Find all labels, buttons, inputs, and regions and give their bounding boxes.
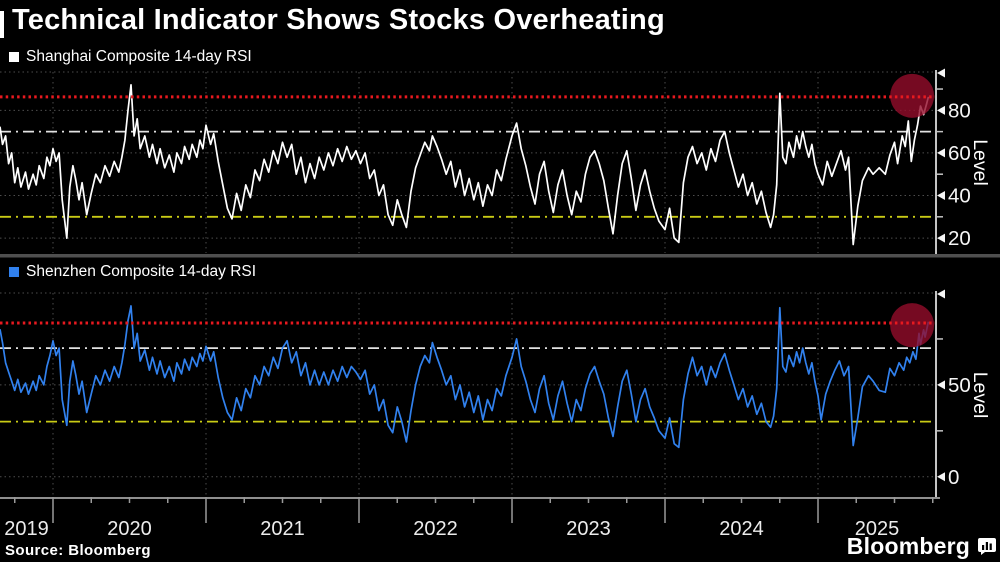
page-title: Technical Indicator Shows Stocks Overhea… [12, 4, 665, 36]
y-axis-title-0: Level [969, 139, 991, 186]
svg-text:20: 20 [948, 227, 971, 250]
series-line-1 [0, 305, 930, 449]
shenzhen-swatch-icon [9, 267, 19, 277]
x-tick-label: 2020 [107, 518, 152, 540]
right-axis-0: 20 40 60 80 Level [935, 68, 991, 255]
svg-text:40: 40 [948, 185, 971, 208]
source-label: Source: Bloomberg [5, 542, 151, 559]
x-tick-label: 2025 [855, 518, 900, 540]
x-axis: 2019 2020 2021 2022 2023 2024 2025 [0, 497, 940, 540]
bloomberg-terminal-icon [978, 538, 996, 555]
highlight-circle-1 [890, 303, 935, 348]
bloomberg-brand: Bloomberg [847, 533, 996, 560]
y-axis-title-1: Level [969, 372, 991, 419]
bloomberg-wordmark: Bloomberg [846, 533, 970, 559]
svg-text:60: 60 [948, 142, 971, 165]
shanghai-swatch-icon [9, 52, 19, 62]
panel-frames [0, 254, 1000, 258]
legend-shenzhen-label: Shenzhen Composite 14-day RSI [26, 263, 257, 280]
panel-shanghai: 20 40 60 80 Level [0, 68, 991, 255]
svg-text:80: 80 [948, 99, 971, 122]
x-tick-label: 2019 [4, 518, 49, 540]
x-tick-label: 2021 [260, 518, 305, 540]
x-tick-label: 2024 [719, 518, 764, 540]
x-tick-label: 2022 [413, 518, 458, 540]
cursor-artifact [0, 11, 4, 38]
series-line-0 [0, 83, 930, 246]
svg-text:50: 50 [948, 374, 971, 397]
x-tick-label: 2023 [566, 518, 611, 540]
legend-shanghai: Shanghai Composite 14-day RSI [9, 48, 252, 66]
svg-text:0: 0 [948, 466, 959, 489]
legend-shanghai-label: Shanghai Composite 14-day RSI [26, 48, 252, 65]
legend-shenzhen: Shenzhen Composite 14-day RSI [9, 263, 256, 281]
